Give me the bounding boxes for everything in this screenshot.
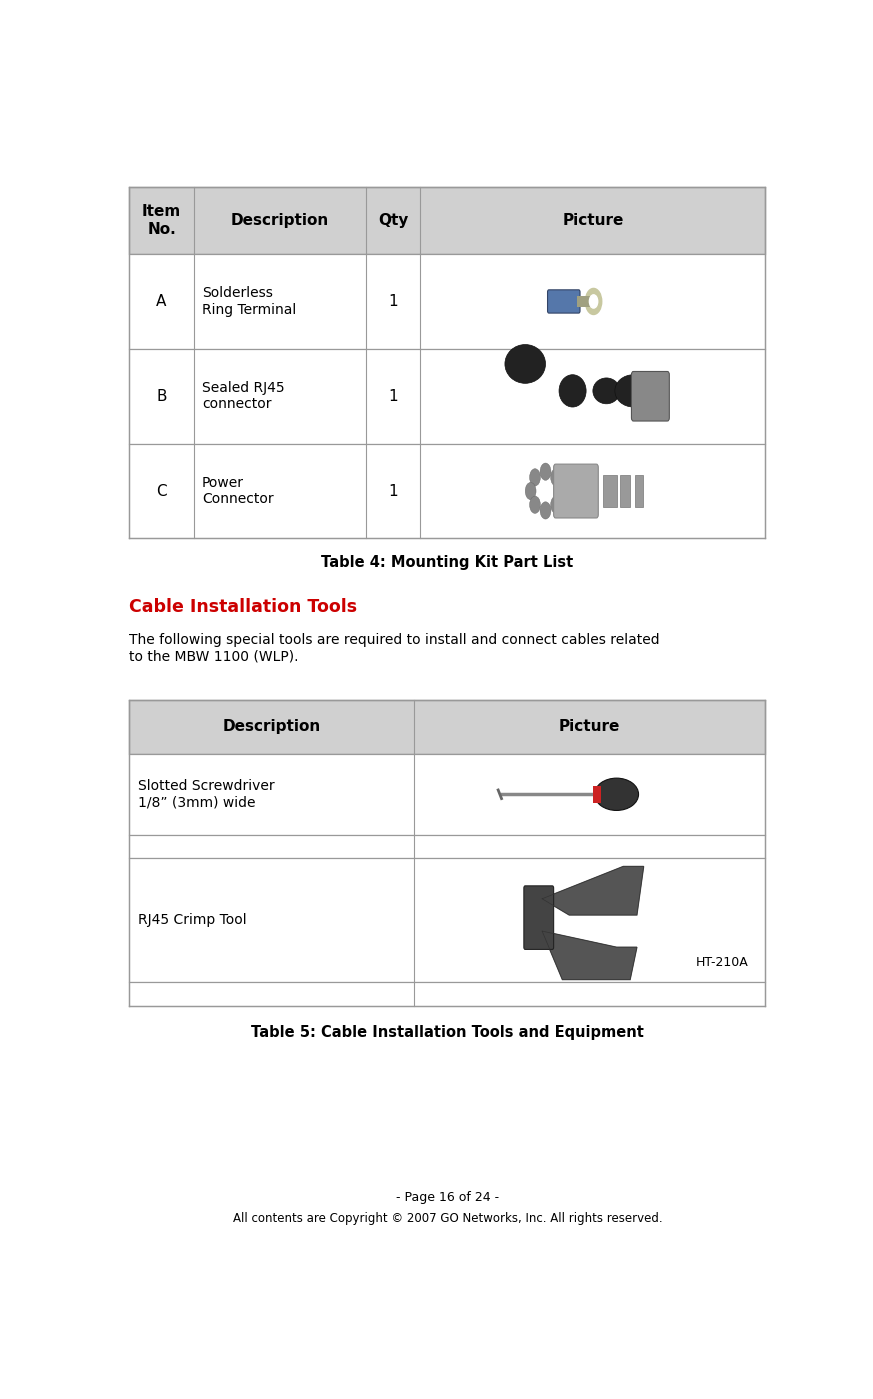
- Bar: [129, 348, 766, 443]
- Bar: [129, 255, 766, 348]
- Text: - Page 16 of 24 -: - Page 16 of 24 -: [395, 1191, 499, 1205]
- Text: 1: 1: [388, 389, 398, 404]
- Ellipse shape: [615, 375, 652, 407]
- FancyBboxPatch shape: [631, 372, 670, 421]
- Bar: [577, 295, 595, 308]
- Circle shape: [540, 502, 551, 519]
- Text: 1: 1: [388, 484, 398, 498]
- Bar: [620, 474, 630, 508]
- Polygon shape: [542, 866, 643, 915]
- Text: B: B: [156, 389, 167, 404]
- Text: The following special tools are required to install and connect cables related
t: The following special tools are required…: [129, 634, 660, 663]
- Circle shape: [555, 483, 566, 499]
- FancyBboxPatch shape: [547, 290, 580, 313]
- Ellipse shape: [593, 378, 620, 404]
- Text: HT-210A: HT-210A: [696, 957, 748, 970]
- Circle shape: [551, 469, 561, 485]
- Polygon shape: [542, 932, 637, 979]
- Bar: [603, 474, 616, 508]
- Text: Description: Description: [223, 719, 320, 734]
- Text: Picture: Picture: [559, 719, 620, 734]
- Text: Description: Description: [230, 213, 329, 228]
- Ellipse shape: [505, 344, 546, 383]
- Text: All contents are Copyright © 2007 GO Networks, Inc. All rights reserved.: All contents are Copyright © 2007 GO Net…: [232, 1212, 663, 1224]
- Text: RJ45 Crimp Tool: RJ45 Crimp Tool: [138, 914, 246, 928]
- FancyBboxPatch shape: [524, 886, 553, 950]
- Circle shape: [530, 469, 540, 485]
- Bar: [129, 700, 766, 754]
- Bar: [129, 443, 766, 539]
- Circle shape: [540, 463, 551, 480]
- Text: Qty: Qty: [378, 213, 409, 228]
- Text: Table 4: Mounting Kit Part List: Table 4: Mounting Kit Part List: [321, 554, 574, 569]
- Text: Solderless
Ring Terminal: Solderless Ring Terminal: [202, 287, 296, 316]
- Bar: [635, 474, 643, 508]
- Text: 1: 1: [388, 294, 398, 309]
- Text: Cable Installation Tools: Cable Installation Tools: [129, 599, 358, 617]
- Bar: [129, 982, 766, 1006]
- Circle shape: [530, 497, 540, 513]
- Ellipse shape: [559, 375, 586, 407]
- Circle shape: [589, 295, 598, 308]
- Text: A: A: [156, 294, 167, 309]
- Text: Slotted Screwdriver
1/8” (3mm) wide: Slotted Screwdriver 1/8” (3mm) wide: [138, 779, 274, 810]
- Circle shape: [551, 497, 561, 513]
- Bar: [129, 859, 766, 982]
- Text: Picture: Picture: [562, 213, 623, 228]
- Bar: [129, 754, 766, 835]
- Bar: [129, 187, 766, 255]
- Ellipse shape: [595, 778, 638, 810]
- Text: Sealed RJ45
connector: Sealed RJ45 connector: [202, 381, 285, 411]
- Circle shape: [586, 288, 601, 315]
- Text: Power
Connector: Power Connector: [202, 476, 273, 506]
- Bar: [593, 786, 601, 803]
- Text: Table 5: Cable Installation Tools and Equipment: Table 5: Cable Installation Tools and Eq…: [251, 1025, 644, 1041]
- FancyBboxPatch shape: [553, 464, 598, 518]
- Text: C: C: [156, 484, 167, 498]
- Bar: [129, 835, 766, 859]
- Text: Item
No.: Item No.: [142, 204, 182, 236]
- Circle shape: [526, 483, 536, 499]
